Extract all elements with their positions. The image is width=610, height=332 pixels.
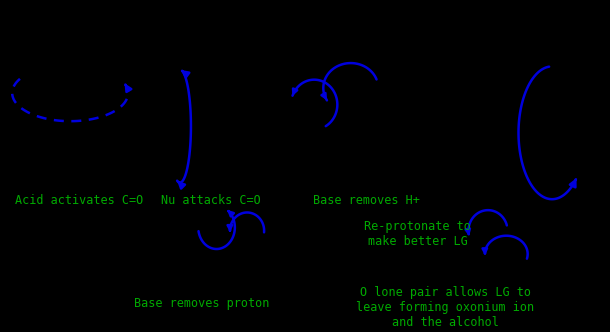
Text: Re-protonate to
make better LG: Re-protonate to make better LG: [364, 220, 472, 248]
Text: Acid activates C=O: Acid activates C=O: [15, 194, 143, 208]
Text: Nu attacks C=O: Nu attacks C=O: [160, 194, 260, 208]
Text: Base removes H+: Base removes H+: [312, 194, 420, 208]
Text: O lone pair allows LG to
leave forming oxonium ion
and the alcohol: O lone pair allows LG to leave forming o…: [356, 286, 534, 329]
Text: Base removes proton: Base removes proton: [134, 297, 269, 310]
